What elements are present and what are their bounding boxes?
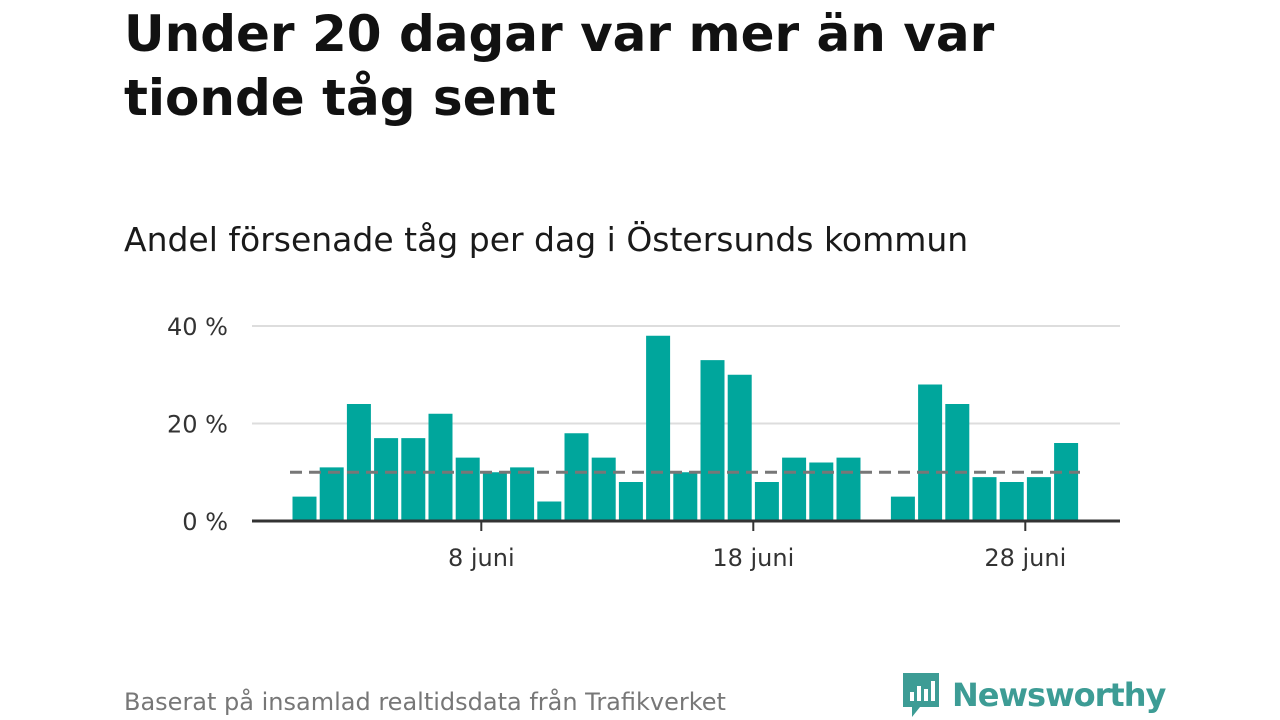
bar [428, 413, 453, 521]
grid-lines [252, 325, 1120, 425]
bar [455, 457, 480, 521]
bar [727, 374, 752, 521]
bar [510, 467, 535, 521]
bar [945, 404, 970, 521]
bar [346, 404, 371, 521]
bar [1054, 443, 1079, 521]
bar [591, 457, 616, 521]
bar [292, 496, 317, 521]
bar [700, 360, 725, 521]
bar [482, 472, 507, 521]
bar [890, 496, 915, 521]
bar [401, 438, 426, 521]
bar [782, 457, 807, 521]
x-tick-label: 28 juni [984, 544, 1066, 572]
bar [646, 335, 671, 521]
x-tick-label: 18 juni [712, 544, 794, 572]
bar [374, 438, 399, 521]
bar [673, 472, 698, 521]
brand-name: Newsworthy [952, 676, 1166, 714]
bar [564, 433, 589, 521]
y-tick-label: 20 % [167, 411, 228, 439]
chart-subtitle: Andel försenade tåg per dag i Östersunds… [124, 220, 969, 259]
bars [292, 335, 1079, 521]
chart-title: Under 20 dagar var mer än var tionde tåg… [124, 5, 995, 127]
bar [754, 482, 779, 521]
newsworthy-logo-icon [903, 673, 939, 717]
bar [618, 482, 643, 521]
y-axis-labels: 0 % 20 % 40 % [167, 313, 228, 536]
bar [972, 477, 997, 521]
bar [999, 482, 1024, 521]
x-tick-label: 8 juni [448, 544, 515, 572]
bar [836, 457, 861, 521]
source-note: Baserat på insamlad realtidsdata från Tr… [124, 688, 726, 716]
bar [918, 384, 943, 521]
brand-logo: Newsworthy [900, 670, 1166, 720]
y-tick-label: 0 % [182, 508, 228, 536]
bar [319, 467, 344, 521]
bar [537, 501, 562, 521]
bar [1026, 477, 1051, 521]
x-axis: 8 juni 18 juni 28 juni [252, 519, 1120, 572]
y-tick-label: 40 % [167, 313, 228, 341]
